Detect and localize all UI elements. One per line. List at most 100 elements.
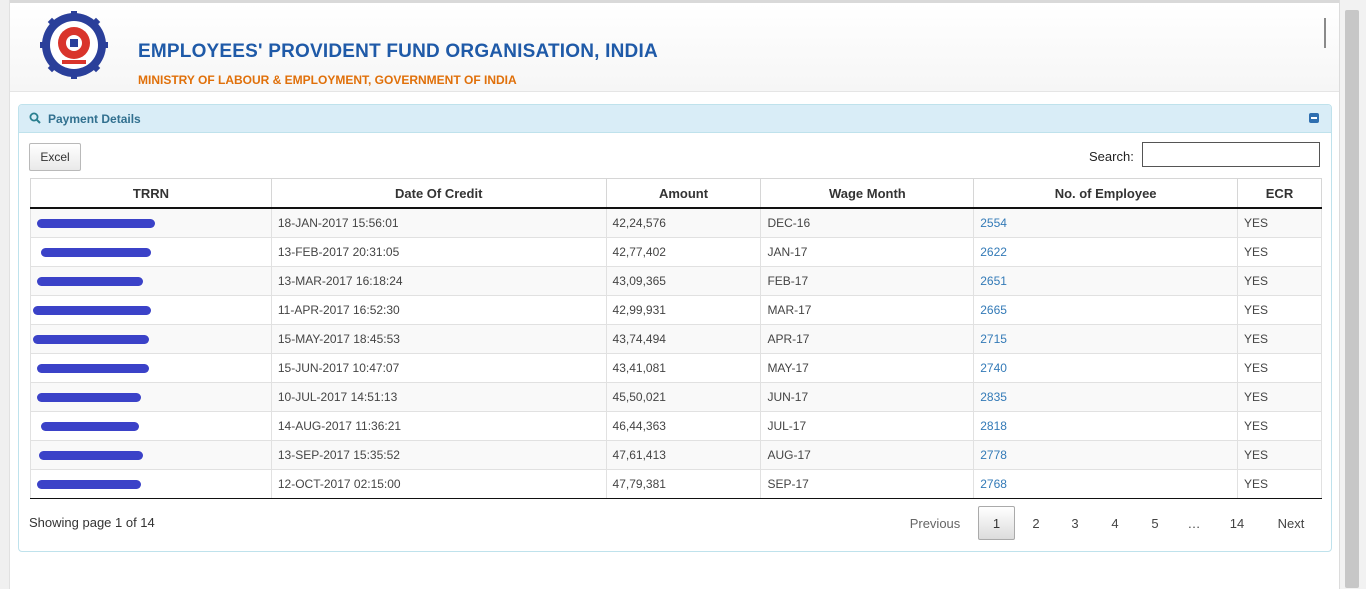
wage-month-cell: DEC-16 xyxy=(760,207,975,238)
date-cell: 14-AUG-2017 11:36:21 xyxy=(270,411,607,441)
table-row: 15-JUN-2017 10:47:07 43,41,081 MAY-17 27… xyxy=(30,353,1322,383)
employee-count-link[interactable]: 2768 xyxy=(980,477,1007,491)
trrn-cell xyxy=(30,382,272,412)
page-button-2[interactable]: 2 xyxy=(1032,515,1040,531)
column-header-ecr[interactable]: ECR xyxy=(1237,178,1322,209)
employee-count-cell: 2818 xyxy=(973,411,1238,441)
employee-count-link[interactable]: 2622 xyxy=(980,245,1007,259)
redaction-mark xyxy=(37,480,141,490)
wage-month-cell: APR-17 xyxy=(760,324,975,354)
trrn-cell xyxy=(30,324,272,354)
search-input[interactable] xyxy=(1142,142,1320,167)
date-cell: 10-JUL-2017 14:51:13 xyxy=(270,382,607,412)
page-header: EMPLOYEES' PROVIDENT FUND ORGANISATION, … xyxy=(10,3,1340,92)
trrn-cell xyxy=(30,237,272,267)
date-cell: 15-JUN-2017 10:47:07 xyxy=(270,353,607,383)
wage-month-cell: JUN-17 xyxy=(760,382,975,412)
wage-month-cell: SEP-17 xyxy=(760,469,975,499)
window-left-edge xyxy=(0,0,10,589)
trrn-cell xyxy=(30,469,272,499)
org-title: EMPLOYEES' PROVIDENT FUND ORGANISATION, … xyxy=(138,41,658,62)
amount-cell: 47,79,381 xyxy=(605,469,762,499)
trrn-cell xyxy=(30,266,272,296)
search-label: Search: xyxy=(1089,149,1134,164)
employee-count-cell: 2768 xyxy=(973,469,1238,499)
table-header-row: TRRN Date Of Credit Amount Wage Month No… xyxy=(30,178,1322,209)
page-button-4[interactable]: 4 xyxy=(1111,515,1119,531)
ecr-cell: YES xyxy=(1237,295,1322,325)
employee-count-cell: 2715 xyxy=(973,324,1238,354)
employee-count-link[interactable]: 2818 xyxy=(980,419,1007,433)
epfo-logo-icon xyxy=(40,11,108,79)
column-header-trrn[interactable]: TRRN xyxy=(30,178,272,209)
window-top-border xyxy=(0,0,1366,3)
table-row: 11-APR-2017 16:52:30 42,99,931 MAR-17 26… xyxy=(30,295,1322,325)
column-header-date-of-credit[interactable]: Date Of Credit xyxy=(270,178,607,209)
employee-count-link[interactable]: 2715 xyxy=(980,332,1007,346)
amount-cell: 43,74,494 xyxy=(605,324,762,354)
date-cell: 18-JAN-2017 15:56:01 xyxy=(270,207,607,238)
panel-header: Payment Details xyxy=(19,105,1331,133)
redaction-mark xyxy=(33,306,151,316)
pagination-ellipsis: … xyxy=(1187,515,1201,531)
amount-cell: 42,77,402 xyxy=(605,237,762,267)
employee-count-cell: 2778 xyxy=(973,440,1238,470)
table-row: 13-MAR-2017 16:18:24 43,09,365 FEB-17 26… xyxy=(30,266,1322,296)
excel-export-button[interactable]: Excel xyxy=(29,143,81,171)
table-row: 13-SEP-2017 15:35:52 47,61,413 AUG-17 27… xyxy=(30,440,1322,470)
ecr-cell: YES xyxy=(1237,207,1322,238)
wage-month-cell: MAR-17 xyxy=(760,295,975,325)
date-cell: 13-MAR-2017 16:18:24 xyxy=(270,266,607,296)
column-header-amount[interactable]: Amount xyxy=(605,178,762,209)
wage-month-cell: FEB-17 xyxy=(760,266,975,296)
trrn-cell xyxy=(30,353,272,383)
page-button-current[interactable]: 1 xyxy=(978,506,1015,540)
employee-count-link[interactable]: 2554 xyxy=(980,216,1007,230)
previous-page-button[interactable]: Previous xyxy=(909,515,961,531)
amount-cell: 43,41,081 xyxy=(605,353,762,383)
trrn-cell xyxy=(30,411,272,441)
page-button-3[interactable]: 3 xyxy=(1071,515,1079,531)
ecr-cell: YES xyxy=(1237,440,1322,470)
date-cell: 13-SEP-2017 15:35:52 xyxy=(270,440,607,470)
payment-table: TRRN Date Of Credit Amount Wage Month No… xyxy=(30,178,1322,499)
ecr-cell: YES xyxy=(1237,237,1322,267)
redaction-mark xyxy=(37,393,141,403)
vertical-scrollbar[interactable] xyxy=(1324,0,1366,589)
wage-month-cell: AUG-17 xyxy=(760,440,975,470)
date-cell: 12-OCT-2017 02:15:00 xyxy=(270,469,607,499)
employee-count-link[interactable]: 2665 xyxy=(980,303,1007,317)
scroll-indicator xyxy=(1324,18,1326,48)
redaction-mark xyxy=(41,422,139,432)
employee-count-link[interactable]: 2651 xyxy=(980,274,1007,288)
employee-count-cell: 2740 xyxy=(973,353,1238,383)
employee-count-cell: 2665 xyxy=(973,295,1238,325)
table-row: 15-MAY-2017 18:45:53 43,74,494 APR-17 27… xyxy=(30,324,1322,354)
table-row: 12-OCT-2017 02:15:00 47,79,381 SEP-17 27… xyxy=(30,469,1322,499)
page-button-last[interactable]: 14 xyxy=(1229,515,1245,531)
amount-cell: 42,99,931 xyxy=(605,295,762,325)
employee-count-link[interactable]: 2778 xyxy=(980,448,1007,462)
date-cell: 11-APR-2017 16:52:30 xyxy=(270,295,607,325)
date-cell: 13-FEB-2017 20:31:05 xyxy=(270,237,607,267)
column-header-wage-month[interactable]: Wage Month xyxy=(760,178,975,209)
amount-cell: 42,24,576 xyxy=(605,207,762,238)
scrollbar-thumb[interactable] xyxy=(1345,10,1359,588)
redaction-mark xyxy=(37,219,155,229)
table-row: 14-AUG-2017 11:36:21 46,44,363 JUL-17 28… xyxy=(30,411,1322,441)
collapse-icon[interactable] xyxy=(1309,113,1319,123)
next-page-button[interactable]: Next xyxy=(1277,515,1305,531)
amount-cell: 43,09,365 xyxy=(605,266,762,296)
trrn-cell xyxy=(30,440,272,470)
payment-details-panel: Payment Details Excel Search: TRRN Date … xyxy=(18,104,1332,552)
table-row: 10-JUL-2017 14:51:13 45,50,021 JUN-17 28… xyxy=(30,382,1322,412)
redaction-mark xyxy=(39,451,143,461)
wage-month-cell: JUL-17 xyxy=(760,411,975,441)
page-button-5[interactable]: 5 xyxy=(1151,515,1159,531)
trrn-cell xyxy=(30,295,272,325)
column-header-no-of-employee[interactable]: No. of Employee xyxy=(973,178,1238,209)
employee-count-link[interactable]: 2835 xyxy=(980,390,1007,404)
employee-count-link[interactable]: 2740 xyxy=(980,361,1007,375)
amount-cell: 46,44,363 xyxy=(605,411,762,441)
ecr-cell: YES xyxy=(1237,382,1322,412)
